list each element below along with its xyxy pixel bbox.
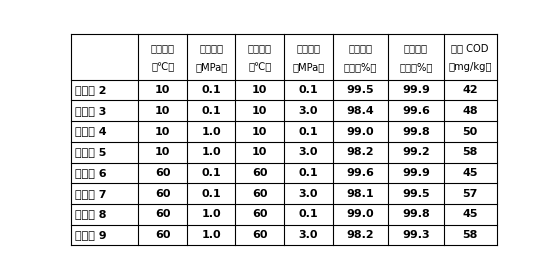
Text: 收率（%）: 收率（%） (399, 62, 432, 72)
Text: 10: 10 (252, 147, 268, 157)
Text: 3.0: 3.0 (299, 189, 318, 199)
Text: 99.6: 99.6 (402, 106, 430, 116)
Text: 多糖鐵回: 多糖鐵回 (404, 43, 428, 53)
Text: 58: 58 (462, 230, 478, 240)
Text: （MPa）: （MPa） (292, 62, 325, 72)
Text: 60: 60 (252, 230, 268, 240)
Text: 0.1: 0.1 (201, 168, 221, 178)
Text: 45: 45 (462, 209, 478, 219)
Text: （℃）: （℃） (248, 62, 272, 72)
Text: 99.8: 99.8 (402, 127, 430, 137)
Text: 60: 60 (252, 189, 268, 199)
Text: 纳滤压力: 纳滤压力 (296, 43, 320, 53)
Text: 60: 60 (252, 168, 268, 178)
Text: 0.1: 0.1 (201, 189, 221, 199)
Text: 3.0: 3.0 (299, 147, 318, 157)
Text: 99.5: 99.5 (347, 85, 374, 95)
Text: 除率（%）: 除率（%） (344, 62, 377, 72)
Text: 99.2: 99.2 (402, 147, 430, 157)
Text: 0.1: 0.1 (299, 168, 318, 178)
Text: 98.2: 98.2 (347, 147, 374, 157)
Text: 60: 60 (155, 168, 170, 178)
Text: （℃）: （℃） (151, 62, 174, 72)
Text: 42: 42 (462, 85, 478, 95)
Text: 1.0: 1.0 (201, 209, 221, 219)
Text: 10: 10 (252, 85, 268, 95)
Text: 0.1: 0.1 (201, 85, 221, 95)
Text: 1.0: 1.0 (201, 127, 221, 137)
Text: 50: 50 (463, 127, 478, 137)
Text: 98.1: 98.1 (347, 189, 374, 199)
Text: 57: 57 (462, 189, 478, 199)
Text: 3.0: 3.0 (299, 106, 318, 116)
Text: 0.1: 0.1 (299, 209, 318, 219)
Text: 实施例 3: 实施例 3 (75, 106, 106, 116)
Text: 99.6: 99.6 (346, 168, 374, 178)
Text: 0.1: 0.1 (201, 106, 221, 116)
Text: 0.1: 0.1 (299, 85, 318, 95)
Text: 实施例 7: 实施例 7 (75, 189, 106, 199)
Text: 98.4: 98.4 (347, 106, 374, 116)
Text: 98.2: 98.2 (347, 230, 374, 240)
Text: 纳滤温度: 纳滤温度 (248, 43, 272, 53)
Text: 60: 60 (155, 209, 170, 219)
Text: 实施例 2: 实施例 2 (75, 85, 106, 95)
Text: 48: 48 (462, 106, 478, 116)
Text: 99.5: 99.5 (402, 189, 430, 199)
Text: 超滤压力: 超滤压力 (199, 43, 223, 53)
Text: 60: 60 (155, 189, 170, 199)
Text: 实施例 5: 实施例 5 (75, 147, 106, 157)
Text: 10: 10 (155, 106, 170, 116)
Text: （mg/kg）: （mg/kg） (448, 62, 492, 72)
Text: 99.0: 99.0 (347, 209, 374, 219)
Text: 实施例 6: 实施例 6 (75, 168, 106, 178)
Text: 实施例 9: 实施例 9 (75, 230, 106, 240)
Text: 10: 10 (252, 106, 268, 116)
Text: 10: 10 (155, 127, 170, 137)
Text: 99.9: 99.9 (402, 85, 430, 95)
Text: 99.0: 99.0 (347, 127, 374, 137)
Text: 45: 45 (462, 168, 478, 178)
Text: 99.9: 99.9 (402, 168, 430, 178)
Text: 60: 60 (155, 230, 170, 240)
Text: 3.0: 3.0 (299, 230, 318, 240)
Text: 10: 10 (155, 147, 170, 157)
Text: 排放 COD: 排放 COD (451, 43, 489, 53)
Text: 1.0: 1.0 (201, 230, 221, 240)
Text: 实施例 4: 实施例 4 (75, 127, 106, 137)
Text: 实施例 8: 实施例 8 (75, 209, 106, 219)
Text: （MPa）: （MPa） (195, 62, 227, 72)
Text: 99.8: 99.8 (402, 209, 430, 219)
Text: 99.3: 99.3 (402, 230, 430, 240)
Text: 超滤温度: 超滤温度 (150, 43, 175, 53)
Text: 氯化钓去: 氯化钓去 (348, 43, 372, 53)
Text: 10: 10 (155, 85, 170, 95)
Text: 60: 60 (252, 209, 268, 219)
Text: 1.0: 1.0 (201, 147, 221, 157)
Text: 10: 10 (252, 127, 268, 137)
Text: 0.1: 0.1 (299, 127, 318, 137)
Text: 58: 58 (462, 147, 478, 157)
